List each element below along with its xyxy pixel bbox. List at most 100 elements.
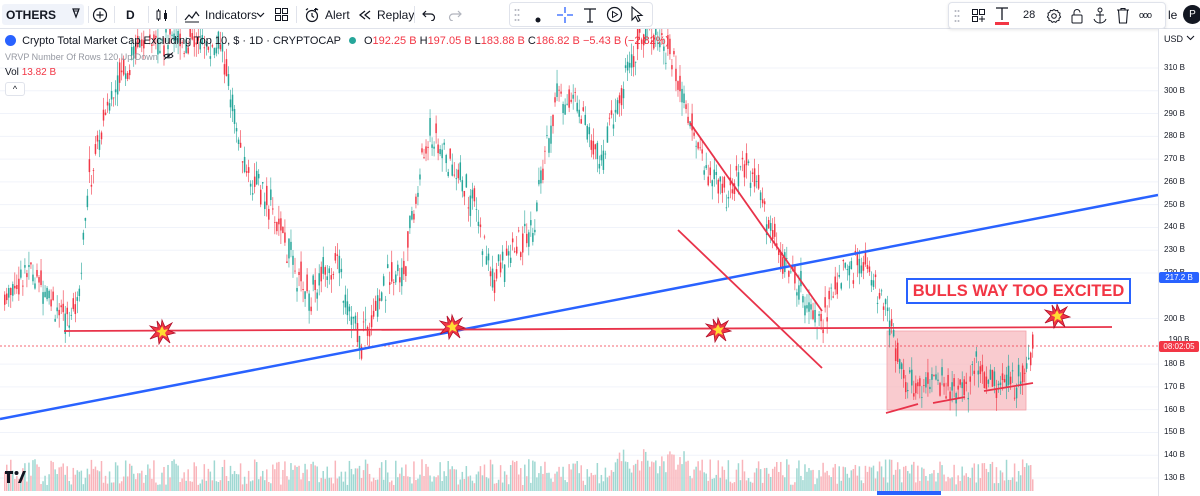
indicators-button[interactable]: Indicators (184, 4, 257, 25)
volume-bar (731, 483, 734, 491)
drag-handle-icon[interactable] (514, 8, 520, 27)
anchor-icon[interactable] (1093, 7, 1107, 30)
trash-icon[interactable] (1116, 7, 1130, 29)
candle-body (705, 165, 707, 169)
template-icon[interactable] (971, 8, 986, 28)
bulls-excited-annotation[interactable]: BULLS WAY TOO EXCITED (906, 278, 1131, 304)
text-tool-icon[interactable] (582, 6, 598, 29)
volume-bar (187, 469, 189, 491)
price-chart[interactable] (0, 29, 1158, 496)
volume-bar (967, 476, 969, 491)
candle-body (513, 251, 516, 253)
legend-collapse-button[interactable]: ^ (5, 82, 25, 96)
volume-bar (838, 466, 840, 491)
volume-bar (584, 484, 587, 491)
candle-body (262, 182, 264, 184)
candle-body (169, 29, 171, 35)
candle-body (471, 189, 474, 199)
volume-indicator-label[interactable]: Vol 13.82 B (5, 67, 57, 78)
volume-bar (713, 478, 716, 491)
layout-grid-icon[interactable] (274, 4, 289, 25)
interval-button[interactable]: D (126, 7, 135, 22)
volume-bar (524, 464, 526, 491)
volume-bar (737, 463, 740, 491)
volume-bar (634, 463, 637, 491)
candle-body (110, 91, 113, 100)
volume-bar (165, 484, 167, 491)
volume-bar (264, 480, 266, 491)
replay-button[interactable]: Replay (358, 4, 414, 25)
candle-body (6, 293, 8, 301)
indicators-chevron-icon[interactable] (256, 4, 265, 25)
volume-bar (243, 476, 246, 491)
candle-body (197, 37, 200, 41)
volume-bar (1021, 459, 1024, 491)
volume-bar (112, 482, 115, 491)
volume-bar (695, 466, 697, 491)
alert-button[interactable]: Alert (304, 4, 350, 25)
volume-bar (451, 466, 453, 491)
symbol-search-button[interactable]: OTHERS (2, 4, 84, 25)
volume-bar (441, 481, 443, 491)
arrow-cursor-icon[interactable] (630, 5, 644, 28)
candle-body (187, 47, 189, 54)
volume-bar (1009, 479, 1012, 491)
candle-body (459, 162, 462, 181)
candle-body (151, 44, 153, 46)
more-options-icon[interactable]: ooo (1139, 10, 1152, 20)
volume-bar (729, 481, 732, 491)
font-size-dropdown[interactable]: 28 (1023, 9, 1036, 21)
currency-label[interactable]: USD (1164, 34, 1184, 44)
candle-body (475, 209, 478, 210)
price-scale[interactable] (1158, 29, 1200, 496)
currency-chevron-icon[interactable] (1186, 33, 1195, 44)
volume-bar (542, 473, 544, 491)
vrvp-indicator-label[interactable]: VRVP Number Of Rows 120 Up/Down (5, 52, 174, 62)
volume-bar (705, 473, 707, 491)
volume-bar (257, 479, 260, 491)
play-circle-icon[interactable] (606, 6, 623, 28)
text-color-icon[interactable] (994, 6, 1010, 31)
candle-body (808, 302, 810, 312)
volume-bar (300, 479, 302, 491)
volume-bar (957, 475, 959, 491)
dot-cursor-icon[interactable] (534, 11, 542, 29)
price-tick: 290 B (1164, 108, 1185, 118)
redo-icon[interactable] (448, 4, 462, 25)
candle-body (322, 257, 324, 274)
candles-style-icon[interactable] (154, 4, 170, 25)
rewind-icon (358, 9, 372, 21)
volume-bar (872, 465, 875, 491)
candle-body (711, 180, 713, 187)
volume-bar (393, 484, 395, 491)
candle-body (405, 266, 407, 277)
candle-body (233, 109, 236, 124)
candle-body (161, 39, 163, 41)
candle-body (245, 171, 248, 173)
undo-icon[interactable] (422, 4, 436, 25)
candle-body (616, 100, 619, 114)
drag-handle-icon[interactable] (954, 9, 960, 28)
tradingview-logo[interactable] (4, 470, 26, 487)
settings-gear-icon[interactable] (1046, 8, 1062, 29)
crosshair-icon[interactable] (556, 6, 574, 29)
eye-hidden-icon[interactable] (163, 52, 174, 62)
avatar[interactable]: P (1183, 5, 1200, 24)
candle-body (993, 371, 996, 386)
candle-body (693, 132, 695, 136)
candle-body (465, 174, 468, 188)
lock-icon[interactable] (1070, 8, 1084, 29)
candle-body (959, 379, 961, 385)
candle-body (251, 193, 254, 195)
compare-icon[interactable] (92, 4, 108, 25)
candle-body (22, 285, 24, 287)
candle-body (709, 167, 711, 176)
volume-bar (562, 466, 564, 491)
candle-body (517, 230, 520, 232)
volume-bar (26, 481, 28, 491)
candle-body (485, 256, 488, 265)
candle-body (818, 314, 820, 316)
volume-bar (12, 470, 14, 491)
layout-name-label[interactable]: le (1168, 7, 1178, 22)
support-price-tag: 190 B (1159, 334, 1199, 344)
